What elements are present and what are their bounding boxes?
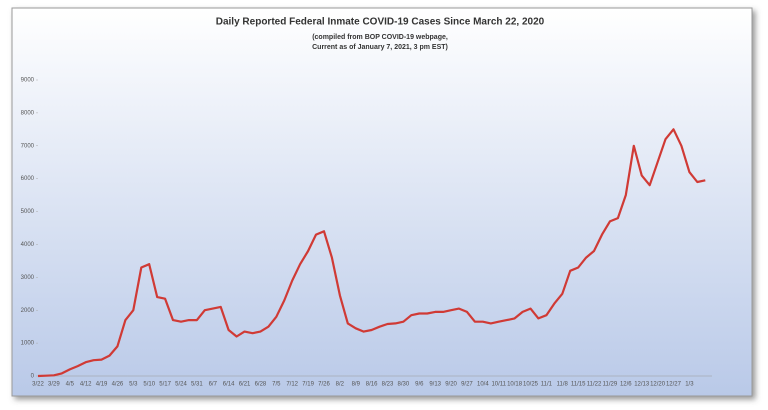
y-tick-label: 9000 xyxy=(21,78,35,84)
y-tick-label: 5000 xyxy=(21,209,35,215)
x-tick-label: 1/3 xyxy=(685,382,694,388)
x-tick-label: 4/5 xyxy=(66,382,75,388)
x-tick-label: 10/11 xyxy=(491,382,506,388)
x-tick-label: 11/8 xyxy=(557,382,569,388)
x-tick-label: 5/10 xyxy=(143,382,155,388)
chart-title: Daily Reported Federal Inmate COVID-19 C… xyxy=(216,17,545,28)
x-tick-label: 9/20 xyxy=(445,382,457,388)
x-tick-label: 11/29 xyxy=(603,382,618,388)
x-tick-label: 9/6 xyxy=(415,382,424,388)
x-tick-label: 9/27 xyxy=(461,382,473,388)
x-tick-label: 6/7 xyxy=(209,382,218,388)
x-tick-label: 8/9 xyxy=(352,382,361,388)
x-tick-label: 8/2 xyxy=(336,382,345,388)
y-tick-label: 2000 xyxy=(21,308,35,314)
chart-frame xyxy=(11,7,753,397)
x-tick-label: 8/23 xyxy=(382,382,394,388)
line-series xyxy=(37,128,706,378)
chart-subtitle: Current as of January 7, 2021, 3 pm EST) xyxy=(312,44,448,51)
y-tick-label: 6000 xyxy=(21,176,35,182)
x-tick-label: 10/18 xyxy=(507,382,523,388)
y-tick-label: 4000 xyxy=(21,242,35,248)
x-tick-label: 10/25 xyxy=(523,382,539,388)
x-tick-label: 6/28 xyxy=(255,382,267,388)
y-tick-label: 1000 xyxy=(21,341,35,347)
x-tick-label: 3/22 xyxy=(32,382,44,388)
x-tick-label: 5/17 xyxy=(159,382,171,388)
x-tick-label: 9/13 xyxy=(429,382,441,388)
x-tick-label: 12/13 xyxy=(634,382,650,388)
x-tick-label: 4/12 xyxy=(80,382,92,388)
y-tick-label: 7000 xyxy=(21,143,35,149)
x-tick-label: 7/26 xyxy=(318,382,330,388)
y-tick-label: 0 xyxy=(31,374,35,380)
x-tick-label: 11/1 xyxy=(541,382,553,388)
x-tick-label: 5/31 xyxy=(191,382,203,388)
x-tick-label: 11/15 xyxy=(571,382,586,388)
x-tick-label: 6/14 xyxy=(223,382,235,388)
x-tick-label: 10/4 xyxy=(477,382,489,388)
x-tick-label: 8/30 xyxy=(398,382,410,388)
x-tick-label: 4/26 xyxy=(112,382,124,388)
x-tick-label: 3/29 xyxy=(48,382,60,388)
x-tick-label: 7/5 xyxy=(272,382,281,388)
x-tick-label: 7/12 xyxy=(286,382,298,388)
x-tick-label: 12/6 xyxy=(620,382,632,388)
x-tick-label: 12/27 xyxy=(666,382,682,388)
y-tick-label: 3000 xyxy=(21,275,35,281)
x-tick-label: 5/3 xyxy=(129,382,138,388)
x-tick-label: 4/19 xyxy=(96,382,108,388)
x-tick-label: 7/19 xyxy=(302,382,314,388)
x-tick-label: 12/20 xyxy=(650,382,666,388)
x-tick-label: 5/24 xyxy=(175,382,187,388)
x-tick-label: 8/16 xyxy=(366,382,378,388)
x-tick-label: 11/22 xyxy=(587,382,602,388)
x-tick-label: 6/21 xyxy=(239,382,251,388)
y-tick-label: 8000 xyxy=(21,110,35,116)
chart-subtitle: (compiled from BOP COVID-19 webpage, xyxy=(312,34,448,41)
